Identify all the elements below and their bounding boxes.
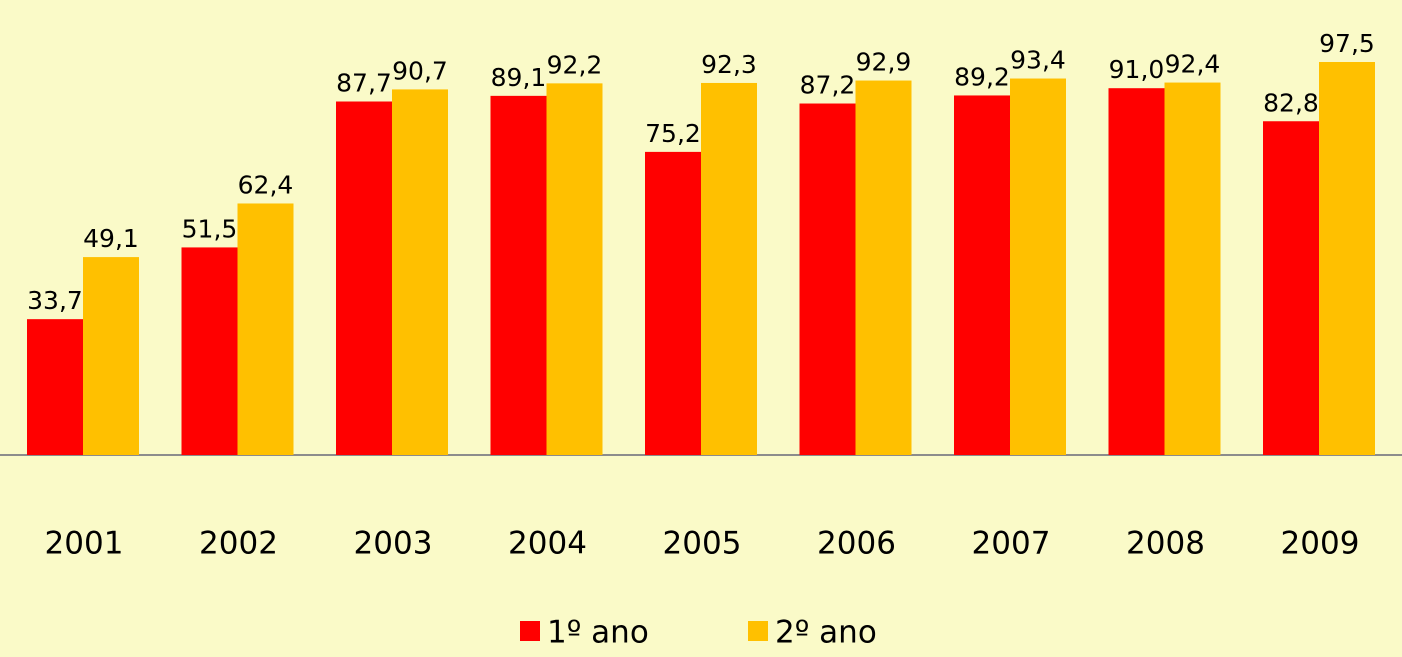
x-tick-label: 2004 xyxy=(508,526,587,562)
bar xyxy=(546,83,603,456)
bar xyxy=(1263,121,1319,455)
x-tick-label: 2008 xyxy=(1126,526,1205,562)
data-label: 87,7 xyxy=(336,69,392,98)
bar xyxy=(799,103,856,456)
legend-swatch xyxy=(748,621,768,641)
x-tick-label: 2007 xyxy=(972,526,1051,562)
x-tick-label: 2002 xyxy=(199,526,278,562)
bar xyxy=(237,203,294,455)
x-tick-label: 2005 xyxy=(663,526,742,562)
x-tick-label: 2006 xyxy=(817,526,896,562)
bar xyxy=(1010,78,1066,455)
data-label: 92,2 xyxy=(547,50,603,79)
bar xyxy=(645,151,701,455)
data-label: 92,4 xyxy=(1165,50,1221,79)
data-label: 92,3 xyxy=(701,50,757,79)
data-label: 91,0 xyxy=(1109,55,1165,84)
bar xyxy=(490,95,547,455)
data-label: 89,2 xyxy=(954,62,1010,91)
bar xyxy=(954,95,1010,455)
data-label: 87,2 xyxy=(800,71,856,100)
x-tick-label: 2001 xyxy=(45,526,124,562)
bar xyxy=(181,247,238,455)
legend-label: 1º ano xyxy=(547,615,649,651)
bar xyxy=(392,89,448,455)
x-tick-label: 2009 xyxy=(1281,526,1360,562)
data-label: 51,5 xyxy=(182,214,238,243)
legend-label: 2º ano xyxy=(775,615,877,651)
bar xyxy=(83,257,139,455)
bar xyxy=(701,82,757,456)
legend-swatch xyxy=(520,621,540,641)
data-label: 75,2 xyxy=(645,119,701,148)
bar xyxy=(27,319,83,455)
x-tick-label: 2003 xyxy=(354,526,433,562)
data-label: 97,5 xyxy=(1319,29,1375,58)
bar xyxy=(1319,62,1375,455)
data-label: 92,9 xyxy=(856,48,912,77)
data-label: 62,4 xyxy=(238,170,294,199)
data-label: 89,1 xyxy=(491,63,547,92)
data-label: 90,7 xyxy=(392,56,448,85)
data-label: 82,8 xyxy=(1263,88,1319,117)
bar xyxy=(1108,88,1165,455)
bar xyxy=(336,101,392,456)
data-label: 33,7 xyxy=(27,286,83,315)
data-label: 93,4 xyxy=(1010,46,1066,75)
bar xyxy=(855,80,912,456)
data-label: 49,1 xyxy=(83,224,139,253)
bar xyxy=(1164,82,1221,456)
